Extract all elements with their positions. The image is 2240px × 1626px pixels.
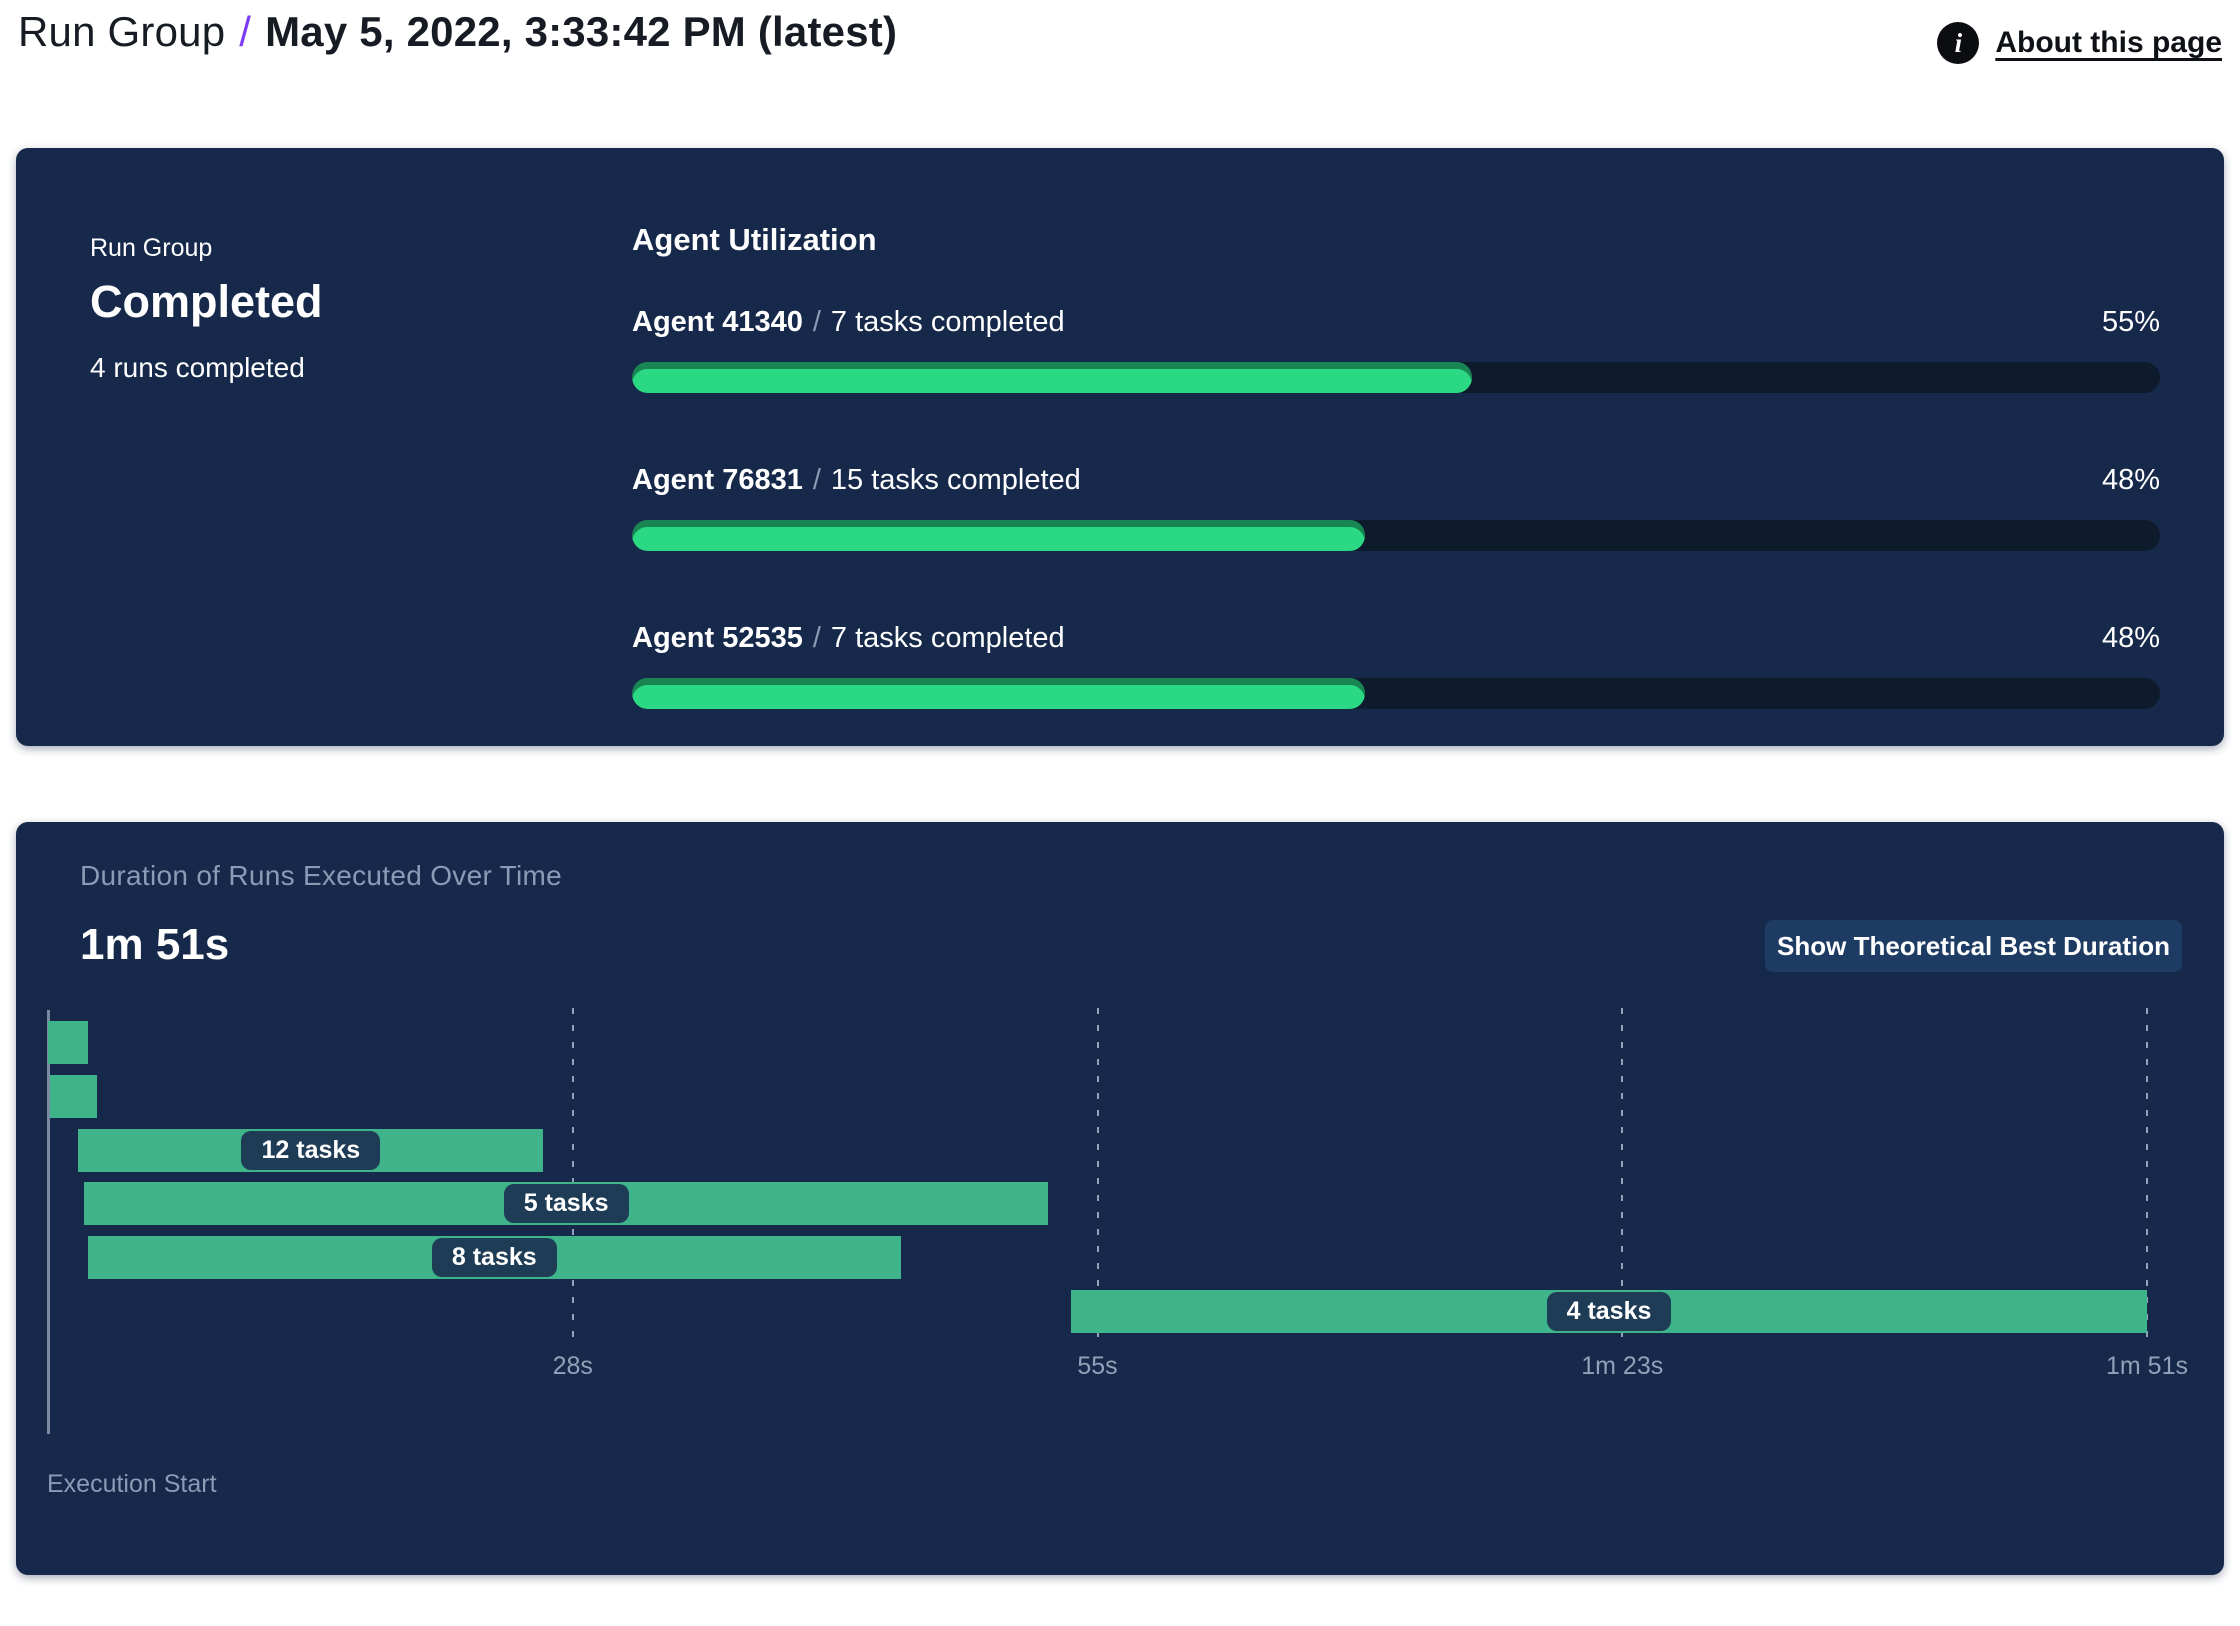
time-tick-label: 55s xyxy=(1077,1352,1118,1380)
agent-utilization-row: Agent 41340 / 7 tasks completed 55% xyxy=(632,306,2160,456)
agent-name: Agent 41340 xyxy=(632,306,803,338)
run-task-count-pill: 12 tasks xyxy=(241,1130,381,1170)
run-duration-bar[interactable] xyxy=(49,1074,98,1118)
show-theoretical-best-duration-button[interactable]: Show Theoretical Best Duration xyxy=(1765,920,2182,972)
run-duration-bar[interactable]: 8 tasks xyxy=(87,1236,901,1280)
run-task-count-pill: 4 tasks xyxy=(1546,1292,1672,1331)
agent-utilization-percent: 48% xyxy=(2101,622,2160,654)
time-gridline xyxy=(1096,1008,1099,1346)
label-separator: / xyxy=(812,306,821,338)
page-title: May 5, 2022, 3:33:42 PM (latest) xyxy=(265,8,898,55)
time-gridline xyxy=(1621,1008,1624,1346)
agent-utilization-row: Agent 76831 / 15 tasks completed 48% xyxy=(632,464,2160,614)
agent-utilization-percent: 48% xyxy=(2101,464,2160,496)
agent-label: Agent 41340 / 7 tasks completed xyxy=(632,306,1065,339)
utilization-progressbar-fill xyxy=(632,678,1366,709)
utilization-progressbar-fill xyxy=(632,520,1366,551)
agent-tasks-completed: 7 tasks completed xyxy=(830,622,1065,654)
breadcrumb: Run Group xyxy=(18,8,226,55)
page-header: Run Group / May 5, 2022, 3:33:42 PM (lates… xyxy=(18,8,897,56)
run-duration-bar[interactable]: 5 tasks xyxy=(83,1182,1049,1226)
run-group-status: Completed xyxy=(90,276,323,327)
utilization-progressbar-track xyxy=(632,520,2160,551)
duration-chart-title: Duration of Runs Executed Over Time xyxy=(80,860,563,891)
time-tick-label: 28s xyxy=(552,1352,593,1380)
agent-utilization-row: Agent 52535 / 7 tasks completed 48% xyxy=(632,622,2160,772)
run-task-count-pill: 5 tasks xyxy=(503,1184,629,1224)
run-duration-bar[interactable]: 4 tasks xyxy=(1071,1290,2147,1333)
utilization-progressbar-fill xyxy=(632,362,1473,393)
agent-utilization-heading: Agent Utilization xyxy=(632,222,877,257)
agent-utilization-rows: Agent 41340 / 7 tasks completed 55% Agent 76… xyxy=(632,298,2160,772)
time-gridline xyxy=(2146,1008,2148,1346)
duration-panel: Duration of Runs Executed Over Time 1m 5… xyxy=(16,822,2224,1575)
run-task-count-pill: 8 tasks xyxy=(431,1238,557,1278)
run-group-label: Run Group xyxy=(90,234,213,262)
label-separator: / xyxy=(812,464,821,496)
time-gridline xyxy=(571,1008,574,1346)
agent-name: Agent 52535 xyxy=(632,622,803,654)
info-icon: i xyxy=(1937,22,1980,64)
breadcrumb-separator: / xyxy=(239,8,252,55)
runs-completed-count: 4 runs completed xyxy=(90,352,305,383)
duration-gantt-chart: Execution Start 28s 55s 1m 23s 1m 51s 12 tas… xyxy=(16,822,2224,1575)
about-this-page[interactable]: i About this page xyxy=(1937,22,2222,64)
time-tick-label: 1m 51s xyxy=(2106,1352,2188,1380)
agent-utilization-percent: 55% xyxy=(2101,306,2160,338)
agent-label: Agent 76831 / 15 tasks completed xyxy=(632,464,1081,497)
utilization-progressbar-track xyxy=(632,678,2160,709)
agent-label: Agent 52535 / 7 tasks completed xyxy=(632,622,1065,655)
execution-start-label: Execution Start xyxy=(47,1470,217,1498)
total-duration-value: 1m 51s xyxy=(80,920,230,969)
run-duration-bar[interactable] xyxy=(48,1021,88,1064)
time-tick-label: 1m 23s xyxy=(1581,1352,1664,1380)
utilization-progressbar-track xyxy=(632,362,2160,393)
run-group-status-panel: Run Group Completed 4 runs completed Age… xyxy=(16,148,2224,746)
about-this-page-link[interactable]: About this page xyxy=(1995,26,2222,59)
y-axis-line xyxy=(47,1010,50,1434)
agent-tasks-completed: 15 tasks completed xyxy=(830,464,1081,496)
agent-name: Agent 76831 xyxy=(632,464,803,496)
run-duration-bar[interactable]: 12 tasks xyxy=(78,1128,544,1172)
label-separator: / xyxy=(812,622,821,654)
agent-tasks-completed: 7 tasks completed xyxy=(830,306,1065,338)
